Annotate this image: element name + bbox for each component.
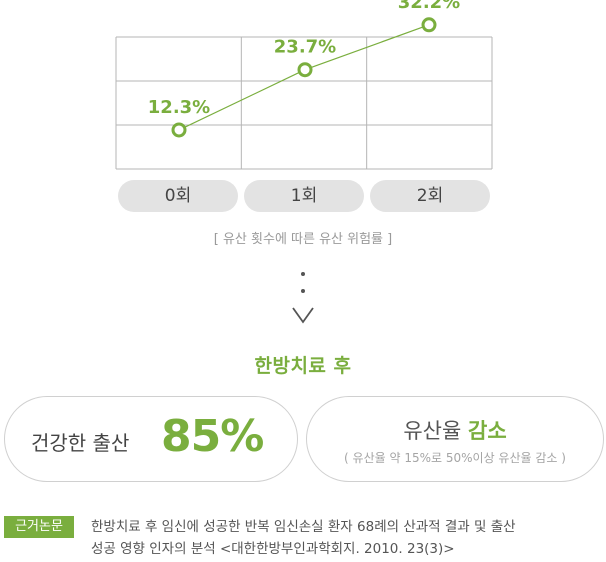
- miscarriage-reduction-sub: ( 유산율 약 15%로 50%이상 유산율 감소 ): [344, 451, 566, 465]
- data-labels: 12.3% 23.7% 32.2%: [148, 0, 460, 118]
- healthy-birth-box: 건강한 출산 85%: [4, 396, 298, 482]
- after-treatment-title: 한방치료 후: [254, 355, 352, 377]
- category-pill-2: 2회: [370, 180, 490, 212]
- data-label-0: 12.3%: [148, 97, 210, 118]
- chart-caption: [ 유산 횟수에 따른 유산 위험률 ]: [213, 232, 393, 247]
- risk-line-chart: 12.3% 23.7% 32.2%: [115, 0, 493, 170]
- data-points: [171, 17, 437, 138]
- data-point-0: [171, 122, 187, 138]
- healthy-birth-value: 85%: [161, 411, 264, 462]
- reduction-label-prefix: 유산율: [403, 419, 468, 443]
- data-point-2: [421, 17, 437, 33]
- category-pill-1: 1회: [244, 180, 364, 212]
- data-point-1: [297, 62, 313, 78]
- miscarriage-reduction-label: 유산율 감소: [307, 415, 603, 445]
- reference-line-2: 성공 영향 인자의 분석 <대한한방부인과학회지. 2010. 23(3)>: [91, 541, 455, 557]
- healthy-birth-label: 건강한 출산: [31, 431, 130, 455]
- miscarriage-reduction-box: 유산율 감소 ( 유산율 약 15%로 50%이상 유산율 감소 ): [306, 396, 604, 482]
- category-pill-0: 0회: [118, 180, 238, 212]
- reference-line-1: 한방치료 후 임신에 성공한 반복 임신손실 환자 68례의 산과적 결과 및 …: [91, 519, 516, 535]
- reduction-label-accent: 감소: [468, 419, 507, 443]
- data-label-2: 32.2%: [398, 0, 460, 13]
- data-label-1: 23.7%: [274, 37, 336, 58]
- reference-text: 한방치료 후 임신에 성공한 반복 임신손실 환자 68례의 산과적 결과 및 …: [91, 516, 603, 560]
- reference-badge: 근거논문: [4, 516, 74, 538]
- dotted-down-arrow-icon: [292, 272, 314, 324]
